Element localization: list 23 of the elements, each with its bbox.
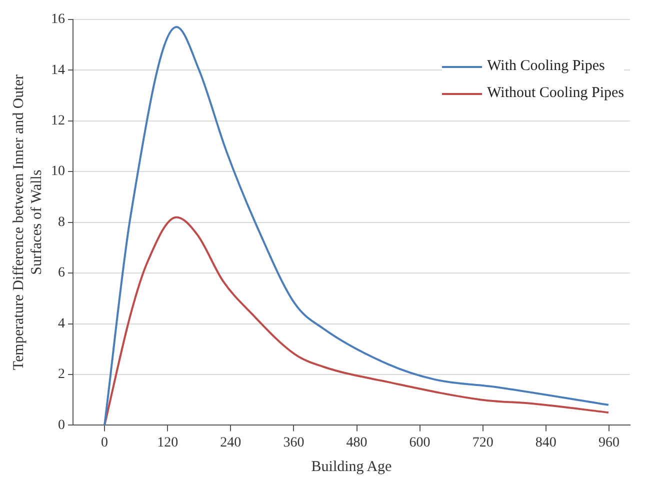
x-tick-label: 0 [101,435,108,450]
x-tick-label: 120 [157,435,178,450]
y-tick-label: 0 [58,418,65,433]
y-tick-label: 10 [51,164,65,180]
y-axis-title: Temperature Difference between Inner and Outer Surfaces of Walls [10,74,45,370]
legend-label: Without Cooling Pipes [487,85,624,102]
x-axis-title: Building Age [311,458,392,475]
x-tick-label: 720 [472,435,494,450]
y-tick-label: 4 [58,316,65,332]
y-tick-label: 12 [51,114,65,129]
x-tick-label: 960 [598,435,620,450]
x-tick-label: 360 [283,435,304,450]
x-tick-label: 240 [220,435,242,450]
y-tick-label: 16 [51,12,65,28]
y-tick-label: 8 [58,214,65,230]
x-tick-label: 600 [409,435,430,450]
y-tick-label: 2 [58,367,65,382]
y-tick-label: 6 [58,266,65,281]
x-tick-label: 840 [535,435,556,450]
line-series [104,216,610,426]
legend-label: With Cooling Pipes [487,58,605,75]
x-tick-label: 480 [346,435,368,450]
y-tick-label: 14 [51,62,65,78]
